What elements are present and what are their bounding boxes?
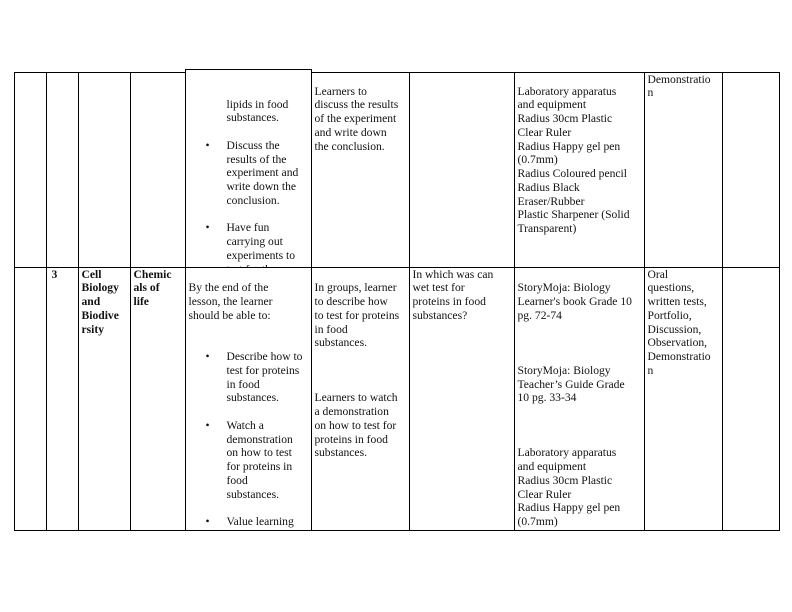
inquiry-question-cell: In which was can wet test for proteins i… <box>408 266 515 531</box>
week-cell <box>13 266 47 531</box>
resource-text: Laboratory apparatus and equipment Radiu… <box>517 446 627 529</box>
week-cell <box>13 71 47 268</box>
inquiry-question-cell <box>408 71 515 268</box>
resources-cell: StoryMoja: Biology Learner's book Grade … <box>513 266 645 531</box>
outcome-item: lipids in food substances. <box>226 97 289 125</box>
learning-outcomes-cell: By the end of the lesson, the learner sh… <box>184 266 312 531</box>
learning-outcomes-cell: lipids in food substances. Discuss the r… <box>184 69 312 268</box>
remarks-cell <box>721 71 780 268</box>
outcomes-list: Describe how to test for proteins in foo… <box>189 336 308 530</box>
learning-experiences-cell: Learners to discuss the results of the e… <box>310 71 410 268</box>
assessment-cell: Oral questions, written tests, Portfolio… <box>643 266 723 531</box>
resource-text: StoryMoja: Biology Learner's book Grade … <box>517 281 632 322</box>
experience-text: Learners to watch a demonstration on how… <box>314 391 398 460</box>
lesson-cell: 3 <box>45 266 79 531</box>
experience-text: In groups, learner to describe how to te… <box>314 281 400 350</box>
outcome-item: Watch a demonstration on how to test for… <box>206 419 308 502</box>
sub-strand-cell <box>129 71 186 268</box>
strand-cell: Cell Biology and Biodive rsity <box>77 266 131 531</box>
outcome-item: Value learning how to test for proteins … <box>206 515 308 530</box>
outcome-item: Describe how to test for proteins in foo… <box>206 350 308 405</box>
learning-experiences-cell: In groups, learner to describe how to te… <box>310 266 410 531</box>
outcome-item: Have fun carrying out experiments to tes… <box>206 221 308 267</box>
sub-strand-cell: Chemic als of life <box>129 266 186 531</box>
outcomes-intro: By the end of the lesson, the learner sh… <box>188 281 273 322</box>
outcome-item: Discuss the results of the experiment an… <box>206 139 308 208</box>
assessment-cell: Demonstratio n <box>643 71 723 268</box>
lesson-cell <box>45 71 79 268</box>
strand-cell <box>77 71 131 268</box>
outcomes-list: lipids in food substances. Discuss the r… <box>189 84 308 268</box>
resources-cell: Laboratory apparatus and equipment Radiu… <box>513 71 645 268</box>
remarks-cell <box>721 266 780 531</box>
resource-text: StoryMoja: Biology Teacher’s Guide Grade… <box>517 363 625 405</box>
